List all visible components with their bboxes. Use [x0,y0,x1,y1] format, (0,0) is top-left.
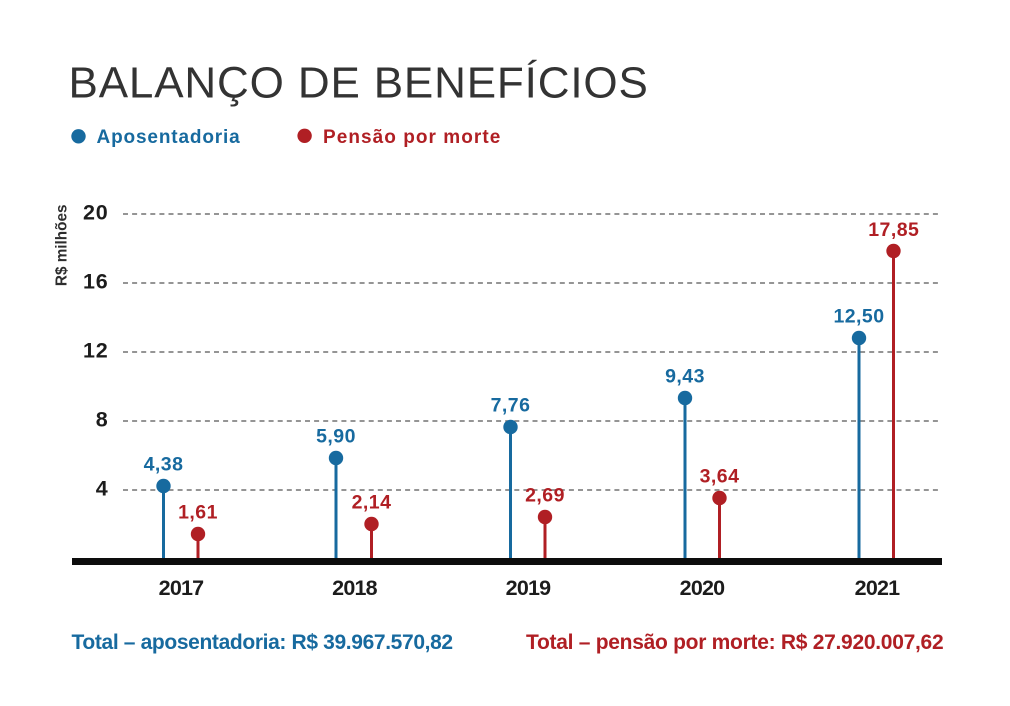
svg-text:Aposentadoria: Aposentadoria [97,127,241,148]
svg-text:Pensão por morte: Pensão por morte [323,127,501,148]
svg-text:7,76: 7,76 [491,394,531,416]
svg-text:2,69: 2,69 [525,484,565,506]
svg-text:5,90: 5,90 [316,425,356,447]
svg-text:Total – aposentadoria: R$ 39.9: Total – aposentadoria: R$ 39.967.570,82 [72,631,453,654]
svg-text:2017: 2017 [159,576,204,600]
svg-text:R$ milhões: R$ milhões [54,204,71,286]
svg-text:2018: 2018 [332,576,377,600]
svg-text:2019: 2019 [506,576,551,600]
svg-text:16: 16 [83,270,109,294]
svg-text:BALANÇO DE BENEFÍCIOS: BALANÇO DE BENEFÍCIOS [69,59,649,108]
svg-text:8: 8 [96,408,109,432]
svg-text:20: 20 [83,201,109,225]
svg-text:1,61: 1,61 [178,501,218,523]
svg-text:2020: 2020 [680,576,725,600]
svg-text:12: 12 [83,339,109,363]
svg-text:3,64: 3,64 [700,465,740,487]
svg-text:4: 4 [96,477,109,501]
svg-text:4,38: 4,38 [144,453,184,475]
svg-text:17,85: 17,85 [868,219,919,241]
svg-text:12,50: 12,50 [833,306,884,328]
svg-text:2,14: 2,14 [352,491,392,513]
svg-text:9,43: 9,43 [665,365,705,387]
svg-text:Total – pensão por morte: R$ 2: Total – pensão por morte: R$ 27.920.007,… [526,631,943,654]
svg-text:2021: 2021 [855,576,900,600]
